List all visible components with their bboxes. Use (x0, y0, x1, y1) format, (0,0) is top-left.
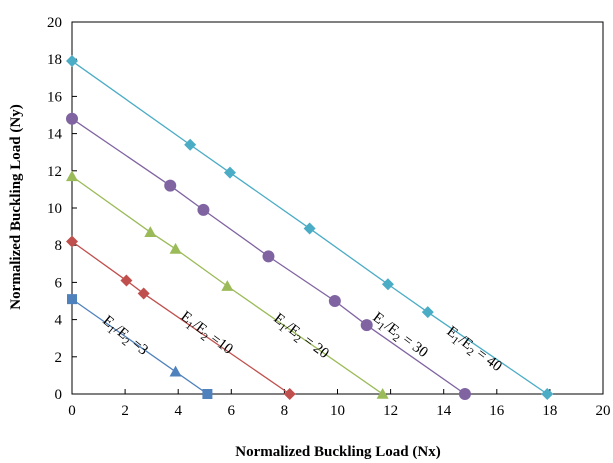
curve-label-4: E1/E2 = 40 (442, 323, 505, 377)
data-point-diamond (120, 274, 133, 287)
series-line (71, 298, 208, 395)
y-tick-label: 4 (55, 313, 63, 329)
data-point-diamond (303, 222, 316, 235)
x-tick-label: 4 (174, 403, 182, 419)
x-tick-label: 6 (228, 403, 236, 419)
series-line (71, 240, 291, 395)
x-tick-label: 20 (596, 403, 611, 419)
data-point-triangle (376, 388, 389, 399)
curve-label-part: 2 (390, 332, 402, 345)
data-point-diamond (66, 235, 78, 248)
series-4 (66, 55, 554, 400)
data-point-circle (458, 388, 471, 400)
x-tick-label: 10 (330, 403, 345, 419)
y-tick-label: 20 (47, 15, 62, 31)
curve-label-0: E1/E2 =3 (98, 313, 151, 361)
data-point-diamond (223, 166, 236, 179)
curve-label-1: E1/E2 =10 (176, 308, 236, 360)
curve-label-part: 1 (449, 335, 461, 348)
x-tick-label: 12 (383, 403, 398, 419)
x-tick-label: 18 (542, 403, 557, 419)
data-point-small (169, 365, 182, 377)
data-point-triangle (144, 226, 157, 237)
data-point-triangle (221, 280, 234, 291)
data-point-diamond (137, 287, 150, 300)
data-point-circle (360, 319, 373, 332)
plot-frame (71, 21, 604, 395)
curve-label-part: = 30 (396, 330, 430, 361)
y-tick-label: 6 (55, 275, 63, 291)
curve-label-part: 2 (464, 346, 476, 359)
data-point-circle (66, 112, 78, 125)
data-point-square (67, 294, 77, 305)
y-axis-title: Normalized Buckling Load (Ny) (8, 104, 24, 309)
data-point-triangle (169, 242, 182, 254)
data-point-diamond (541, 388, 554, 400)
x-tick-label: 8 (281, 403, 289, 419)
curve-label-part: 1 (105, 324, 117, 337)
data-point-circle (262, 250, 275, 263)
data-point-diamond (421, 306, 434, 319)
data-point-diamond (283, 388, 296, 400)
data-point-square (202, 389, 213, 399)
curve-label-3: E1/E2 = 30 (368, 309, 431, 363)
y-tick-label: 10 (47, 201, 62, 217)
data-point-diamond (66, 55, 78, 68)
series-1 (66, 235, 296, 400)
y-tick-label: 16 (47, 89, 63, 105)
curve-label-part: = 40 (470, 344, 504, 375)
y-tick-label: 14 (47, 127, 63, 143)
y-tick-label: 8 (55, 238, 63, 254)
data-point-circle (197, 203, 210, 216)
x-tick-label: 16 (489, 403, 505, 419)
series-0 (67, 294, 213, 399)
series-3 (66, 112, 471, 400)
data-point-circle (328, 295, 341, 307)
curve-label-part: 2 (291, 333, 303, 346)
curve-label-part: 1 (183, 320, 195, 333)
data-point-triangle (66, 170, 78, 182)
series-2 (66, 170, 389, 399)
data-point-diamond (381, 278, 394, 291)
y-tick-label: 0 (55, 387, 63, 403)
y-tick-label: 12 (47, 164, 62, 180)
curve-label-2: E1/E2 = 20 (269, 310, 332, 364)
y-tick-label: 18 (47, 52, 62, 68)
y-tick-label: 2 (55, 350, 63, 366)
x-tick-label: 0 (68, 403, 76, 419)
curve-label-part: = 20 (297, 331, 331, 362)
data-point-circle (164, 179, 177, 192)
curve-labels-group: E1/E2 =3 E1/E2 =10 E1/E2 = 20 E1/E2 = 30 E1/… (98, 308, 505, 377)
curve-label-part: 2 (119, 336, 131, 349)
curve-label-part: 1 (375, 321, 387, 334)
series-group (66, 55, 554, 400)
x-axis-title: Normalized Buckling Load (Nx) (235, 444, 440, 460)
x-tick-label: 14 (436, 403, 452, 419)
x-tick-label: 2 (121, 403, 129, 419)
curve-label-part: 1 (276, 322, 288, 335)
data-point-diamond (184, 138, 197, 151)
curve-label-part: 2 (198, 331, 210, 344)
